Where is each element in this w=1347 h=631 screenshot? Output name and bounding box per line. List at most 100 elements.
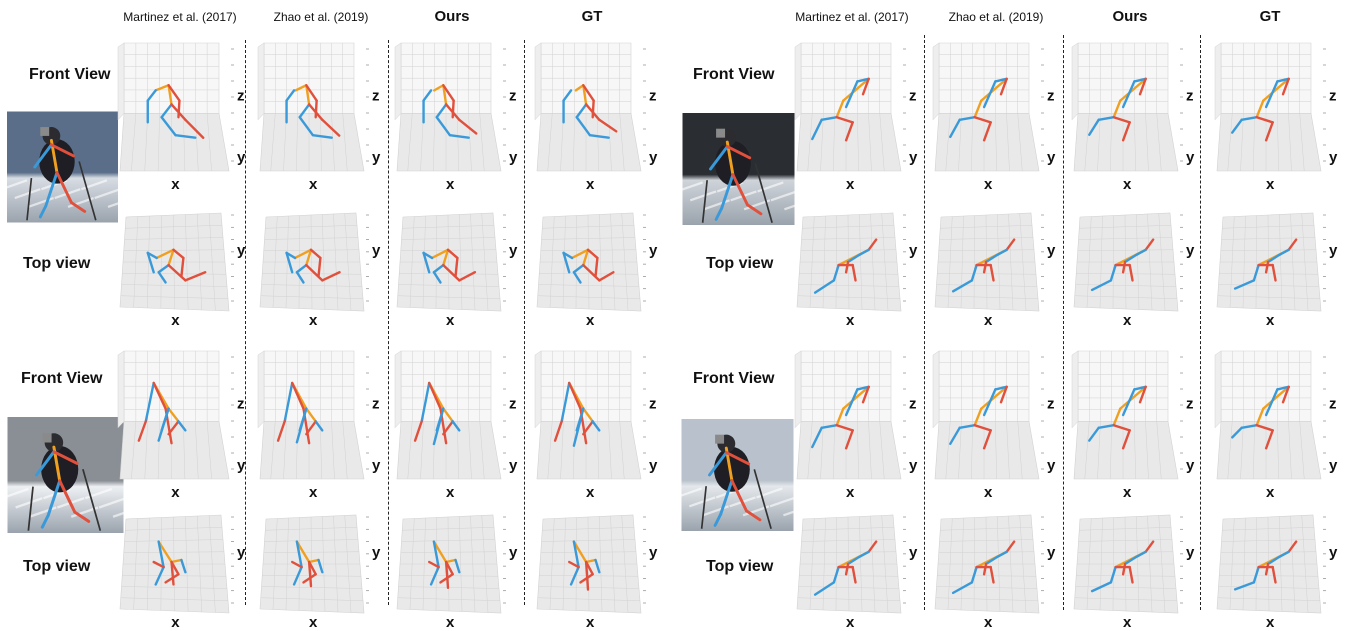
pose-3d-plot: z y x <box>1071 350 1195 501</box>
axis-label-x: x <box>309 484 318 501</box>
skeleton-bone <box>572 263 585 274</box>
skeleton-bone <box>982 562 988 576</box>
skeleton-bone <box>813 279 836 294</box>
axis-label-y: y <box>1047 149 1056 166</box>
skeleton-bone <box>835 407 845 427</box>
skeleton-bone <box>951 581 974 595</box>
axis-label-y: y <box>649 544 658 561</box>
skeleton-bone <box>1133 385 1147 391</box>
axis-label-z: z <box>372 396 380 413</box>
skeleton-bone <box>295 540 311 564</box>
skeleton-bone <box>442 248 450 267</box>
skeleton-bone <box>584 560 590 591</box>
skeleton-bone <box>1121 429 1131 450</box>
skeleton-bone <box>994 77 1008 83</box>
skeleton-bone <box>276 420 286 442</box>
pose-3d-plot: yx <box>796 514 918 631</box>
skeleton-bone <box>1109 565 1117 584</box>
skeleton-bone <box>832 263 840 282</box>
skeleton-bone <box>999 77 1008 96</box>
skeleton-bone <box>298 103 311 119</box>
skeleton-bone <box>317 256 322 278</box>
skeleton-bone <box>811 118 823 141</box>
skeleton-bone <box>982 80 997 109</box>
skeleton-bone <box>1138 77 1147 96</box>
skeleton-bone <box>305 84 318 102</box>
skeleton-bone <box>582 84 595 102</box>
skeleton-bone <box>321 118 341 137</box>
axis-label-x: x <box>171 484 180 501</box>
skeleton-bone <box>574 84 585 92</box>
axis-label-y: y <box>1186 544 1195 561</box>
skeleton-bone <box>167 248 175 267</box>
axis-label-z: z <box>1047 396 1055 413</box>
skeleton-bone <box>856 385 870 391</box>
axis-label-x: x <box>309 176 318 193</box>
pose-3d-plot: z y x <box>794 350 918 501</box>
skeleton-bone <box>598 118 618 133</box>
skeleton-bone <box>454 558 461 574</box>
axis-label-x: x <box>171 176 180 193</box>
skeleton-bone <box>594 256 599 278</box>
skeleton-bone <box>172 248 185 260</box>
skeleton-bone <box>572 271 582 284</box>
skeleton-bone <box>1281 77 1290 96</box>
axis-label-z: z <box>1329 396 1337 413</box>
column-header: Ours <box>1112 8 1148 25</box>
skeleton-bone <box>428 560 440 569</box>
skeleton-bone <box>177 99 181 119</box>
skeleton-bone <box>984 253 999 264</box>
skeleton-bone <box>575 116 592 137</box>
skeleton-bone <box>157 271 167 284</box>
pose-3d-plot: z y x <box>257 42 381 193</box>
pose-3d-plot: z y x <box>257 350 381 501</box>
axis-label-z: z <box>909 396 917 413</box>
skeleton-bone <box>1135 550 1147 559</box>
axis-label-y: y <box>649 457 658 474</box>
axis-label-y: y <box>1186 242 1195 259</box>
axis-label-y: y <box>237 242 246 259</box>
axis-label-z: z <box>1329 88 1337 105</box>
skeleton-bone <box>157 540 165 569</box>
skeleton-bone <box>1278 248 1290 257</box>
axis-label-x: x <box>1123 484 1132 501</box>
row-label-front: Front View <box>29 66 111 83</box>
skeleton-bone <box>1252 263 1260 282</box>
skeleton-bone <box>167 84 173 106</box>
skeleton-bone <box>970 565 978 584</box>
skeleton-bone <box>1240 424 1258 430</box>
skeleton-bone <box>588 133 610 139</box>
skeleton-bone <box>1123 253 1138 264</box>
axis-label-x: x <box>446 312 455 329</box>
skeleton-bone <box>1097 424 1115 430</box>
axis-label-y: y <box>509 149 518 166</box>
axis-label-x: x <box>984 312 993 329</box>
skeleton-bone <box>167 263 187 282</box>
skeleton-bone <box>432 540 440 569</box>
axis-label-x: x <box>309 614 318 631</box>
skeleton-bone <box>994 385 1008 391</box>
skier-photo-4 <box>681 419 794 531</box>
axis-label-z: z <box>509 396 517 413</box>
skeleton-bone <box>1121 562 1127 576</box>
pose-3d-plot: yx <box>1216 212 1338 329</box>
skeleton-bone <box>1119 385 1147 410</box>
column-header: GT <box>1259 8 1281 25</box>
skeleton-bone <box>844 562 850 576</box>
skeleton-bone <box>591 99 595 119</box>
skeleton-bone <box>157 540 173 564</box>
skeleton-bone <box>1278 550 1290 559</box>
skeleton-bone <box>1233 581 1256 591</box>
skeleton-bone <box>582 263 601 282</box>
axis-label-y: y <box>1047 544 1056 561</box>
skeleton-bone <box>844 121 854 142</box>
skeleton-bone <box>582 407 594 423</box>
skeleton-bone <box>1264 80 1279 109</box>
skeleton-bone <box>1109 263 1117 282</box>
axis-label-y: y <box>1186 149 1195 166</box>
column-header: Zhao et al. (2019) <box>273 10 369 24</box>
skeleton-bone <box>1264 121 1274 142</box>
skeleton-bone <box>170 103 187 122</box>
pose-3d-plot: yx <box>396 514 518 631</box>
floor-plane <box>259 421 365 480</box>
